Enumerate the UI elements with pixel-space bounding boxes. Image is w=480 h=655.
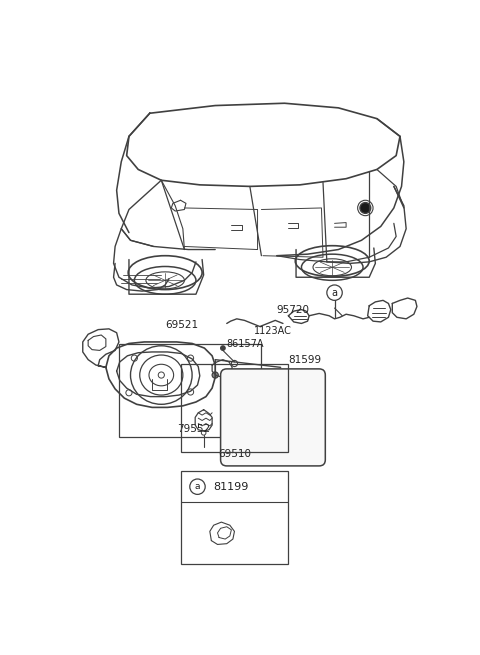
Text: 69521: 69521 — [165, 320, 198, 330]
Text: 95720: 95720 — [277, 305, 310, 314]
Bar — [180, 472, 288, 564]
Text: a: a — [195, 482, 200, 491]
Text: 69510: 69510 — [218, 449, 251, 459]
Text: 79552: 79552 — [177, 424, 210, 434]
Circle shape — [221, 346, 225, 350]
Circle shape — [360, 202, 371, 214]
Text: 1123AC: 1123AC — [254, 326, 291, 336]
Bar — [180, 364, 288, 452]
Text: 81599: 81599 — [288, 354, 322, 365]
Text: a: a — [332, 288, 337, 297]
Text: 81199: 81199 — [213, 481, 248, 492]
Bar — [119, 345, 262, 437]
Text: 86157A: 86157A — [227, 339, 264, 349]
Circle shape — [212, 372, 218, 378]
FancyBboxPatch shape — [221, 369, 325, 466]
